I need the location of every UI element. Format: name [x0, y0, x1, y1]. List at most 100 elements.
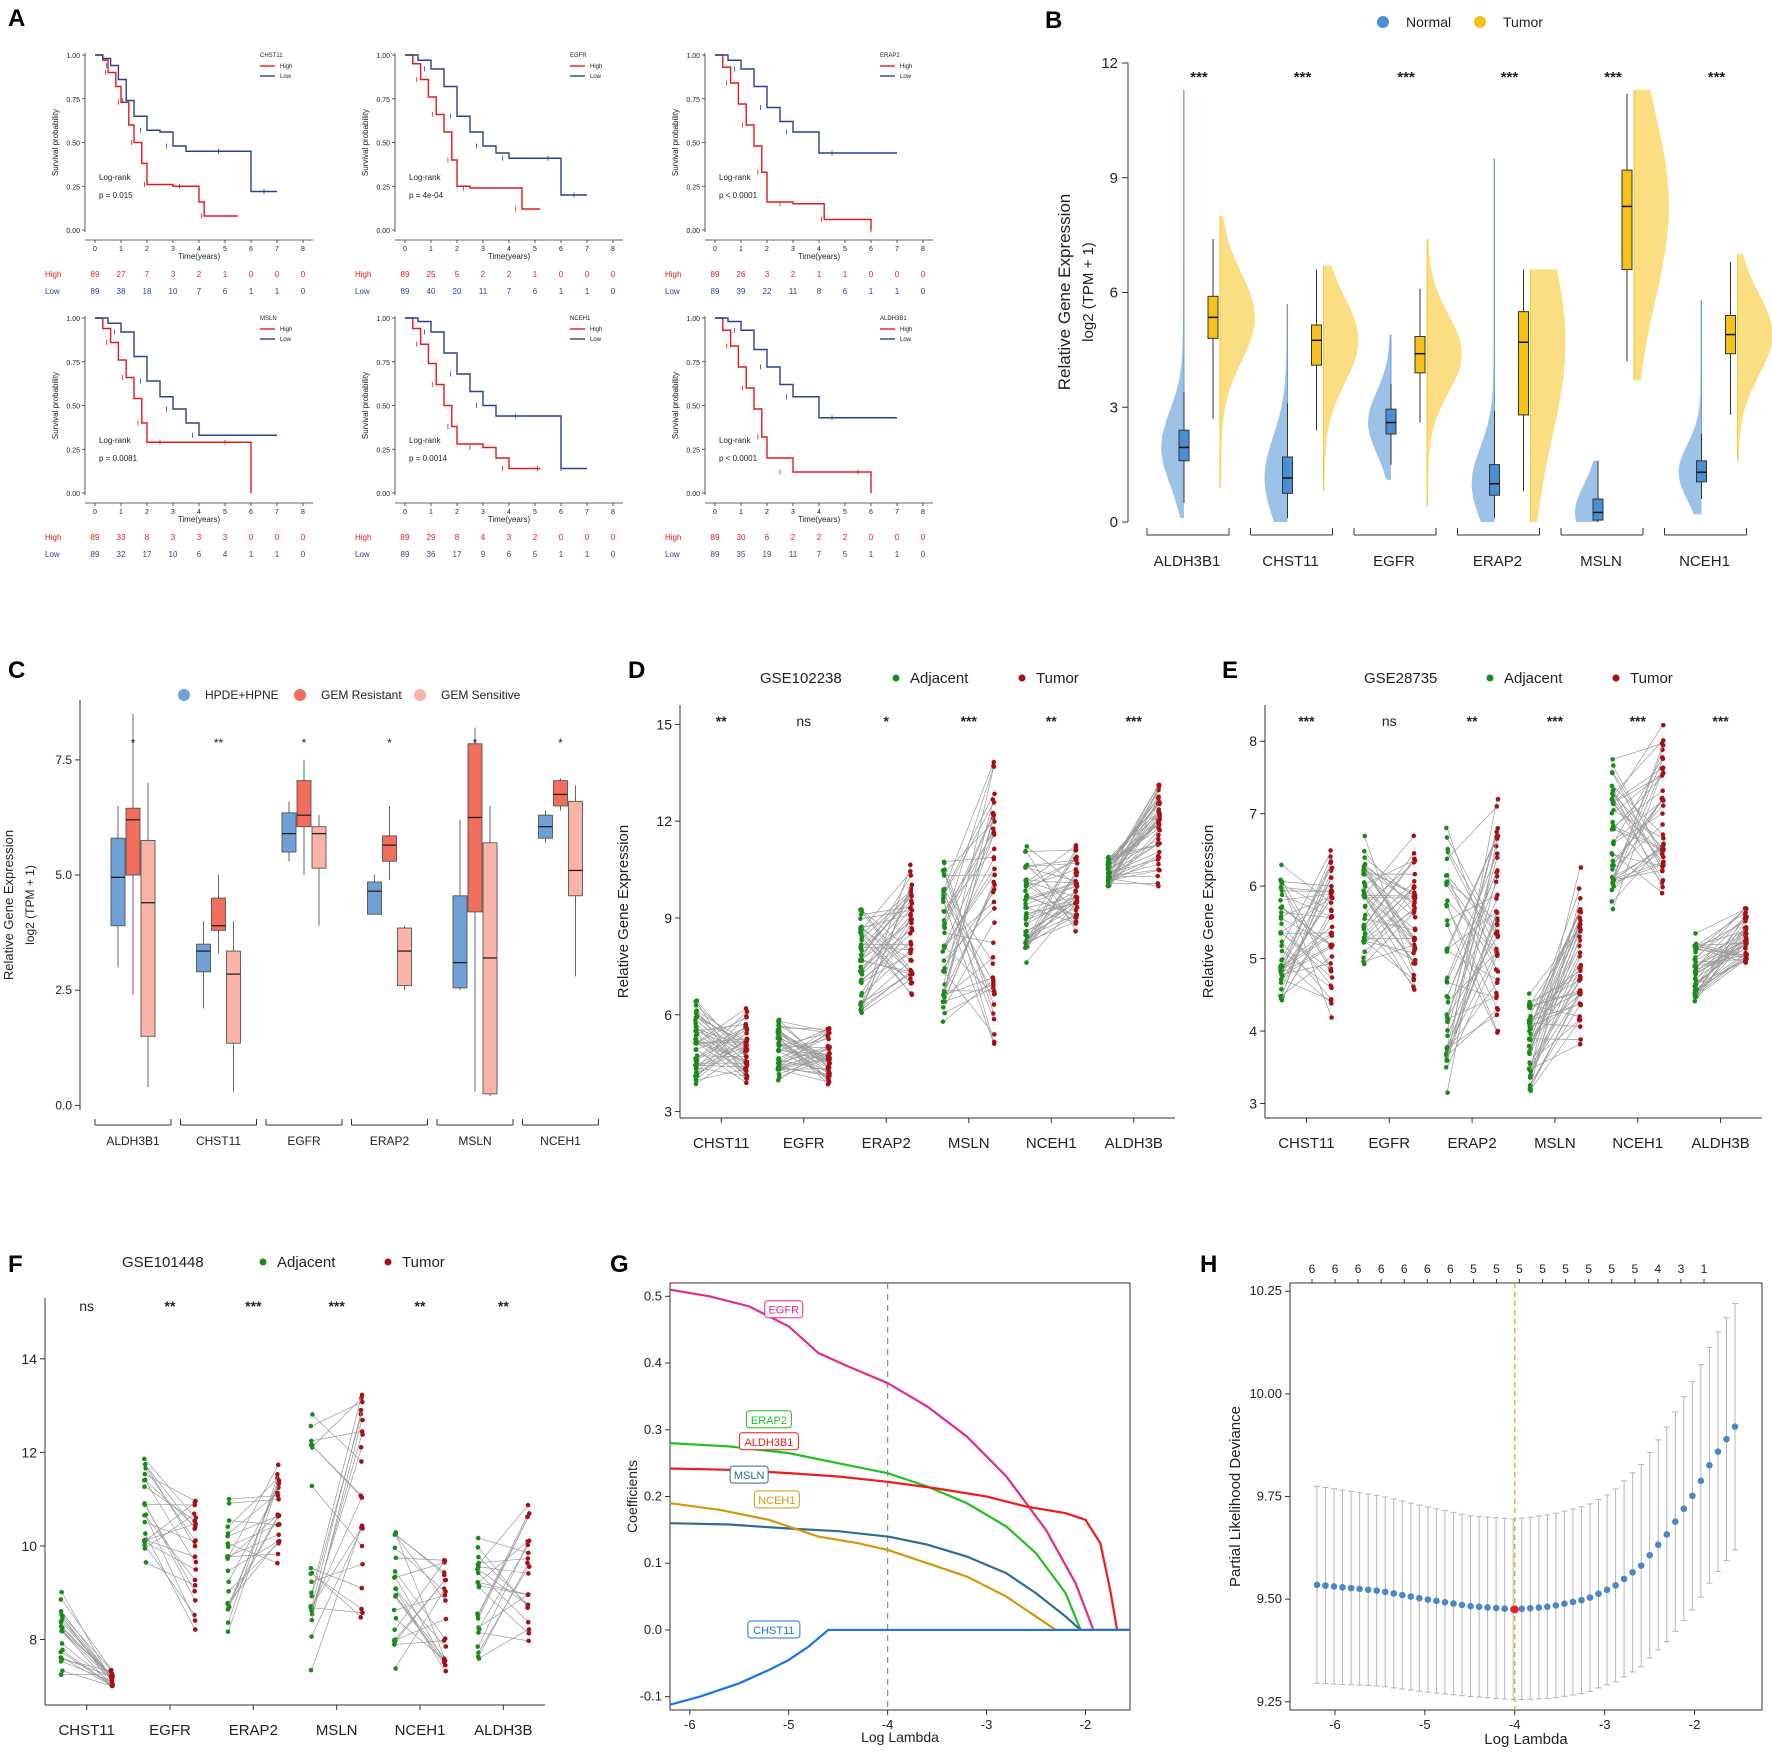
paired-connector [778, 1038, 829, 1085]
paired-tumor-point [526, 1538, 532, 1544]
h-x-tick-label: -3 [1599, 1717, 1611, 1732]
km-y-tick-label: 0.50 [376, 141, 390, 148]
h-top-tick-label: 6 [1447, 1262, 1454, 1276]
paired-connector [943, 894, 995, 984]
b-significance: *** [1708, 69, 1726, 86]
paired-adjacent-point [1693, 959, 1699, 965]
km-risk-high-count: 2 [197, 270, 202, 279]
paired-connector [311, 1497, 362, 1609]
paired-connector [61, 1616, 112, 1685]
paired-connector [228, 1543, 279, 1592]
paired-connector [1446, 894, 1498, 921]
paired-tumor-point [359, 1543, 365, 1549]
km-risk-low-count: 32 [117, 550, 126, 559]
paired-connector [1446, 982, 1498, 1051]
km-logrank-label: Log-rank [99, 436, 132, 445]
paired-connector [1108, 830, 1160, 886]
paired-tumor-point [909, 882, 915, 888]
paired-connector [943, 922, 995, 1008]
km-risk-low-count: 1 [559, 287, 564, 296]
km-risk-row-low: Low [665, 287, 680, 296]
paired-tumor-point [443, 1616, 449, 1622]
paired-tumor-point [908, 862, 913, 868]
g-path-egfr [669, 1288, 1130, 1632]
paired-connector [1364, 940, 1415, 981]
paired-connector [394, 1618, 446, 1661]
c-y-tick-label: 5.0 [55, 868, 72, 882]
km-risk-low-count: 6 [533, 287, 538, 296]
paired-adjacent-point [1023, 848, 1028, 854]
paired-connector [778, 1048, 829, 1069]
km-x-tick-label: 6 [869, 509, 873, 516]
paired-adjacent-point [1362, 904, 1368, 910]
paired-connector [1026, 845, 1077, 883]
b-x-category: ERAP2 [1473, 553, 1522, 570]
paired-tumor-point [1155, 881, 1161, 886]
paired-tumor-point [1329, 924, 1335, 930]
paired-tumor-point [909, 892, 914, 898]
paired-adjacent-point [1444, 825, 1449, 831]
paired-connector [311, 1431, 362, 1442]
paired-tumor-point [1073, 889, 1078, 894]
km-y-tick-label: 0.25 [686, 184, 700, 191]
paired-tumor-point [1494, 993, 1499, 999]
c-x-category: CHST11 [196, 1134, 241, 1148]
paired-connector [61, 1673, 112, 1676]
h-top-tick-label: 5 [1470, 1262, 1477, 1276]
paired-connector [696, 1005, 747, 1051]
km-risk-high-count: 3 [197, 533, 202, 542]
paired-tumor-point [908, 947, 913, 952]
km-risk-row-high: High [355, 270, 371, 279]
paired-tumor-point [1328, 945, 1334, 950]
km-y-tick-label: 0.00 [376, 491, 390, 498]
km-risk-low-count: 1 [869, 550, 874, 559]
paired-adjacent-point [941, 989, 947, 995]
paired-adjacent-point [1527, 1044, 1532, 1049]
km-risk-low-count: 0 [611, 287, 616, 296]
paired-connector [311, 1414, 362, 1462]
paired-y-tick-label: 7 [1249, 806, 1257, 822]
paired-tumor-point [1329, 985, 1334, 991]
paired-adjacent-point [393, 1666, 398, 1671]
km-x-tick-label: 7 [585, 246, 589, 253]
paired-connector [394, 1594, 446, 1659]
paired-adjacent-point [1362, 931, 1368, 936]
paired-adjacent-point [142, 1502, 148, 1508]
h-cv-point [1663, 1531, 1671, 1538]
km-y-tick-label: 0.00 [686, 228, 700, 235]
paired-connector [1363, 850, 1415, 914]
paired-tumor-point [275, 1551, 281, 1557]
km-curve-low [715, 54, 897, 154]
km-risk-low-count: 17 [143, 550, 152, 559]
paired-adjacent-point [1023, 901, 1028, 907]
h-cv-point [1552, 1602, 1560, 1609]
paired-adjacent-point [941, 944, 947, 950]
paired-adjacent-point [1361, 923, 1366, 929]
km-risk-high-count: 33 [117, 533, 126, 542]
paired-tumor-point [991, 830, 996, 836]
km-risk-high-count: 1 [533, 270, 538, 279]
paired-adjacent-point [1023, 864, 1028, 870]
km-x-tick-label: 2 [145, 246, 149, 253]
c-box [382, 835, 397, 862]
paired-connector [861, 909, 912, 952]
paired-adjacent-point [693, 1010, 699, 1016]
paired-connector [1446, 827, 1498, 972]
paired-y-tick-label: 9 [664, 910, 672, 926]
paired-adjacent-point [225, 1568, 231, 1574]
paired-adjacent-point [859, 958, 865, 963]
paired-tumor-point [1328, 900, 1334, 906]
panel-h-cv-curve: -6 -5 -4 -3 -2 9.25 9.50 9.75 10.00 10.25 Log Lamb… [1227, 1262, 1763, 1748]
g-y-tick-label: 0.4 [644, 1355, 662, 1370]
paired-tumor-point [1329, 908, 1334, 914]
paired-connector [1108, 803, 1160, 887]
c-significance: * [558, 736, 563, 750]
paired-adjacent-point [693, 1003, 699, 1008]
paired-connector [1026, 914, 1077, 945]
paired-connector [144, 1479, 196, 1527]
paired-connector [1364, 944, 1415, 962]
paired-connector [1026, 914, 1077, 938]
paired-adjacent-point [1445, 1090, 1450, 1095]
h-cv-point [1723, 1435, 1730, 1443]
km-y-tick-label: 1.00 [66, 53, 80, 60]
